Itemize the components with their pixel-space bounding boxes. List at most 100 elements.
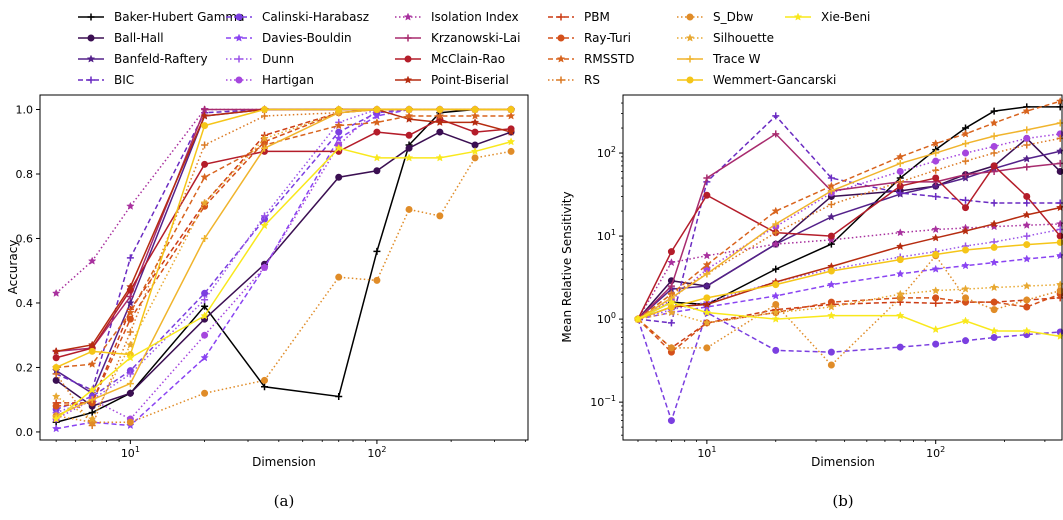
- legend-item-banfeld-raftery: Banfeld-Raftery: [78, 52, 208, 66]
- data-point: [507, 147, 515, 155]
- series-line-calinski-harabasz: [637, 311, 1061, 423]
- series-line-dunn: [637, 228, 1061, 320]
- legend-label: S_Dbw: [713, 10, 753, 24]
- legend-item-point-biserial: Point-Biserial: [395, 73, 509, 87]
- data-point: [772, 346, 780, 354]
- series-line-s-dbw: [56, 150, 512, 424]
- data-point: [1023, 296, 1031, 304]
- data-point: [772, 265, 780, 273]
- data-point: [667, 248, 675, 256]
- data-point: [126, 389, 134, 397]
- data-point: [201, 122, 209, 130]
- data-point: [772, 300, 780, 308]
- data-point: [261, 212, 269, 220]
- data-point: [261, 144, 269, 152]
- legend-label: RS: [584, 73, 600, 87]
- legend-marker: [557, 34, 565, 42]
- data-point: [405, 205, 413, 213]
- x-axis-label-a: Dimension: [252, 455, 316, 469]
- data-point: [1023, 192, 1031, 200]
- legend-marker: [404, 55, 412, 63]
- data-point: [435, 111, 445, 120]
- data-point: [201, 141, 209, 149]
- data-point: [896, 189, 904, 197]
- data-point: [961, 316, 970, 325]
- data-point: [51, 424, 61, 433]
- data-point: [961, 261, 970, 270]
- series-mcclain-rao: [52, 115, 515, 362]
- x-tick-label: 101: [697, 445, 716, 460]
- legend-marker: [403, 12, 413, 21]
- legend-marker: [404, 34, 412, 42]
- series-wemmert-gancarski: [52, 106, 515, 371]
- series-line-silhouette: [55, 108, 512, 421]
- y-tick-label: 10−1: [590, 394, 616, 409]
- legend-marker: [87, 76, 95, 84]
- data-point: [932, 174, 940, 182]
- data-point: [667, 417, 675, 425]
- data-point: [827, 361, 835, 369]
- legend-label: Silhouette: [713, 31, 774, 45]
- data-point: [827, 311, 836, 320]
- data-point: [667, 344, 675, 352]
- data-point: [88, 347, 96, 355]
- legend-label: Isolation Index: [431, 10, 519, 24]
- legend-item-silhouette: Silhouette: [677, 31, 774, 45]
- legend-marker: [686, 13, 694, 21]
- data-point: [990, 107, 998, 115]
- data-point: [962, 294, 970, 302]
- series-xie-beni: [51, 137, 516, 423]
- series-trace-w: [634, 119, 1063, 323]
- data-point: [126, 282, 135, 291]
- series-line-rmsstd: [56, 115, 512, 369]
- data-point: [702, 300, 712, 309]
- legend-item-pbm: PBM: [548, 10, 610, 24]
- data-point: [990, 142, 998, 150]
- series-point-biserial: [633, 203, 1063, 323]
- series-line-point-biserial: [56, 108, 512, 353]
- legend-marker: [86, 54, 96, 63]
- legend-label: Banfeld-Raftery: [114, 52, 208, 66]
- data-point: [372, 117, 382, 127]
- data-point: [896, 152, 905, 161]
- data-point: [200, 198, 209, 207]
- data-point: [990, 132, 998, 140]
- data-point: [702, 318, 712, 327]
- series-trace-w: [52, 106, 515, 420]
- data-point: [200, 311, 209, 320]
- series-line-mcclain-rao: [55, 118, 512, 359]
- legend-label: Baker-Hubert Gamma: [114, 10, 244, 24]
- data-point: [373, 128, 381, 136]
- series-isolation-index: [633, 219, 1063, 323]
- series-davies-bouldin: [51, 105, 516, 433]
- legend-marker: [234, 33, 244, 42]
- legend-marker: [235, 13, 243, 21]
- data-point: [932, 192, 940, 200]
- legend-marker: [686, 55, 694, 63]
- y-tick-label: 0.2: [16, 361, 34, 374]
- legend-marker: [686, 76, 694, 84]
- data-point: [507, 106, 515, 114]
- data-point: [961, 226, 970, 235]
- data-point: [1022, 326, 1032, 335]
- y-tick-label: 100: [597, 311, 616, 326]
- data-point: [470, 146, 480, 156]
- legend-item-s-dbw: S_Dbw: [677, 10, 753, 24]
- legend-label: Krzanowski-Lai: [431, 31, 520, 45]
- legend-item-rs: RS: [548, 73, 600, 87]
- data-point: [87, 359, 97, 368]
- data-point: [633, 314, 643, 323]
- legend-item-trace-w: Trace W: [677, 52, 761, 66]
- data-point: [702, 251, 712, 260]
- data-point: [961, 129, 970, 138]
- data-point: [962, 171, 970, 179]
- data-point: [372, 153, 382, 162]
- plot-frame-b: [622, 94, 1063, 441]
- series-line-rs: [637, 137, 1061, 320]
- data-point: [989, 258, 999, 267]
- data-point: [506, 137, 516, 146]
- legend-item-hartigan: Hartigan: [226, 73, 314, 87]
- data-point: [1022, 154, 1032, 163]
- legend-marker: [403, 75, 413, 84]
- legend-label: Trace W: [712, 52, 761, 66]
